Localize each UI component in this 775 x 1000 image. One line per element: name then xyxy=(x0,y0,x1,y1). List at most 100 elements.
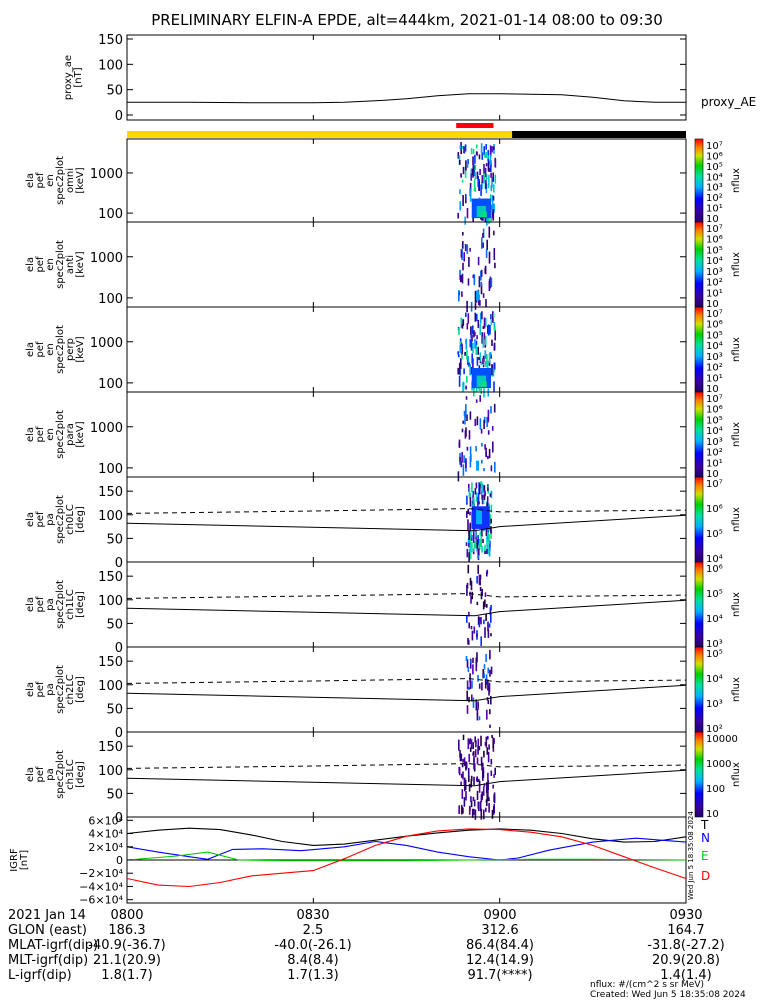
spec_anti-colorbar-tick-label: 10¹ xyxy=(706,288,723,299)
spectrum-pixel xyxy=(484,167,487,178)
pa_ch3-colorbar-tick-label: 10 xyxy=(706,809,719,820)
spectrum-pixel xyxy=(487,679,489,691)
pa_ch1-tick-label: 150 xyxy=(98,570,123,585)
spectrum-pixel xyxy=(469,544,472,553)
spectrum-pixel xyxy=(469,182,472,192)
spectrum-pixel xyxy=(487,735,489,740)
spectrum-pixel xyxy=(484,153,486,158)
spectrum-pixel xyxy=(479,324,481,335)
spectrum-pixel xyxy=(490,695,492,705)
spec_para-tick-label: 100 xyxy=(98,462,123,477)
spectrum-pixel xyxy=(460,317,463,325)
spectrum-pixel xyxy=(471,482,473,493)
spectrum-pixel xyxy=(484,336,487,346)
spectrum-pixel xyxy=(494,157,496,167)
pa_ch1-tick-label: 100 xyxy=(98,594,123,609)
spectrum-pixel xyxy=(464,351,466,356)
spectrum-pixel xyxy=(465,197,467,204)
spectrum-pixel xyxy=(464,166,467,178)
spectrum-pixel xyxy=(461,344,463,355)
pa_ch1-ylabel-word: [deg] xyxy=(75,591,86,618)
spectrum-pixel xyxy=(480,361,483,366)
spec_perp-ylabel-word: pef xyxy=(35,341,46,358)
spectrum-pixel xyxy=(479,540,481,550)
spectrum-pixel xyxy=(461,323,464,329)
spectrum-pixel xyxy=(489,194,492,202)
spectrum-pixel xyxy=(489,607,492,616)
spectrum-pixel xyxy=(489,276,492,289)
spectrum-pixel xyxy=(473,386,475,397)
pa_ch0-colorbar-tick-label: 10⁵ xyxy=(706,529,723,540)
spectrum-pixel xyxy=(493,403,496,413)
spectrum-pixel xyxy=(489,709,491,715)
spectrum-pixel xyxy=(484,544,486,552)
spectrum-pixel xyxy=(476,790,479,800)
spectrum-pixel xyxy=(489,514,492,525)
pa_ch1-ylabel-word: ch1LC xyxy=(65,589,76,620)
spectrum-pixel xyxy=(486,536,488,540)
spectrum-pixel xyxy=(472,498,474,504)
spectrum-pixel xyxy=(471,326,474,335)
spectrum-pixel xyxy=(485,528,488,537)
spectrum-pixel xyxy=(491,195,494,204)
spectrum-pixel xyxy=(492,313,495,318)
spectrum-pixel xyxy=(476,633,478,637)
spectrum-pixel xyxy=(485,451,487,457)
spec_anti-colorbar-tick-label: 10³ xyxy=(706,267,723,278)
spec_anti-ylabel-word: [keV] xyxy=(75,251,86,277)
spectrum-pixel xyxy=(476,335,478,340)
spectrum-pixel xyxy=(468,696,470,703)
spectrum-pixel xyxy=(473,164,475,177)
spectrum-pixel xyxy=(476,539,479,549)
spectrum-pixel xyxy=(469,538,471,547)
spectrum-pixel xyxy=(470,530,472,538)
spectrum-pixel xyxy=(480,184,482,196)
spectrum-pixel xyxy=(482,786,485,796)
spectrum-pixel xyxy=(488,744,490,750)
spec_anti-colorbar-tick-label: 10⁷ xyxy=(706,224,723,235)
spectrum-pixel xyxy=(486,360,489,370)
spectrum-pixel xyxy=(466,159,469,168)
spectrum-pixel xyxy=(486,800,488,806)
spec_omni-colorbar-tick-label: 10¹ xyxy=(706,204,723,215)
spectrum-pixel xyxy=(472,491,475,499)
footer-row-value: -31.8(-27.2) xyxy=(647,938,724,953)
spec_omni-panel xyxy=(126,138,687,223)
spectrum-pixel xyxy=(481,459,483,464)
spectrum-pixel xyxy=(483,619,485,625)
spec_para-ylabel: ela pef en spec2plot para [keV] xyxy=(25,410,86,459)
spectrum-pixel xyxy=(490,526,492,534)
spec_perp-ylabel-word: spec2plot xyxy=(55,325,66,374)
spectrum-pixel xyxy=(485,317,487,327)
spectrum-pixel xyxy=(478,746,481,751)
spectrum-pixel xyxy=(459,189,461,195)
spectrum-pixel xyxy=(466,208,469,219)
plot-title: PRELIMINARY ELFIN-A EPDE, alt=444km, 202… xyxy=(151,11,663,29)
spectrum-pixel xyxy=(481,442,483,447)
spectrum-pixel xyxy=(494,329,496,341)
pa_ch1-colorbar-tick-label: 10⁴ xyxy=(706,614,723,625)
spectrum-pixel xyxy=(471,694,473,702)
spectrum-pixel xyxy=(458,327,460,335)
spec_omni-colorbar-tick-label: 10⁵ xyxy=(706,162,723,173)
spectrum-pixel xyxy=(474,302,477,310)
pa_ch1-colorbar-tick-label: 10³ xyxy=(706,639,723,650)
spectrum-pixel xyxy=(470,596,472,604)
footer-row-value: 12.4(14.9) xyxy=(466,953,534,968)
spectrum-pixel xyxy=(489,724,491,728)
spectrum-pixel xyxy=(480,428,483,434)
spectrum-pixel xyxy=(475,482,478,489)
time-tick-label-0830: 0830 xyxy=(296,908,329,923)
spectrum-pixel xyxy=(488,682,491,693)
spectrum-pixel xyxy=(487,772,489,782)
spectrum-pixel xyxy=(479,587,482,592)
spectrum-pixel xyxy=(470,326,472,335)
spectrum-pixel xyxy=(473,758,475,770)
spectrum-pixel xyxy=(483,485,486,491)
spectrum-pixel xyxy=(469,411,472,420)
spectrum-pixel xyxy=(472,166,475,170)
spectrum-pixel xyxy=(490,465,493,472)
spectrum-pixel xyxy=(469,247,471,252)
spectrum-pixel xyxy=(480,536,482,547)
footer-row-value: 91.7(****) xyxy=(467,968,532,983)
